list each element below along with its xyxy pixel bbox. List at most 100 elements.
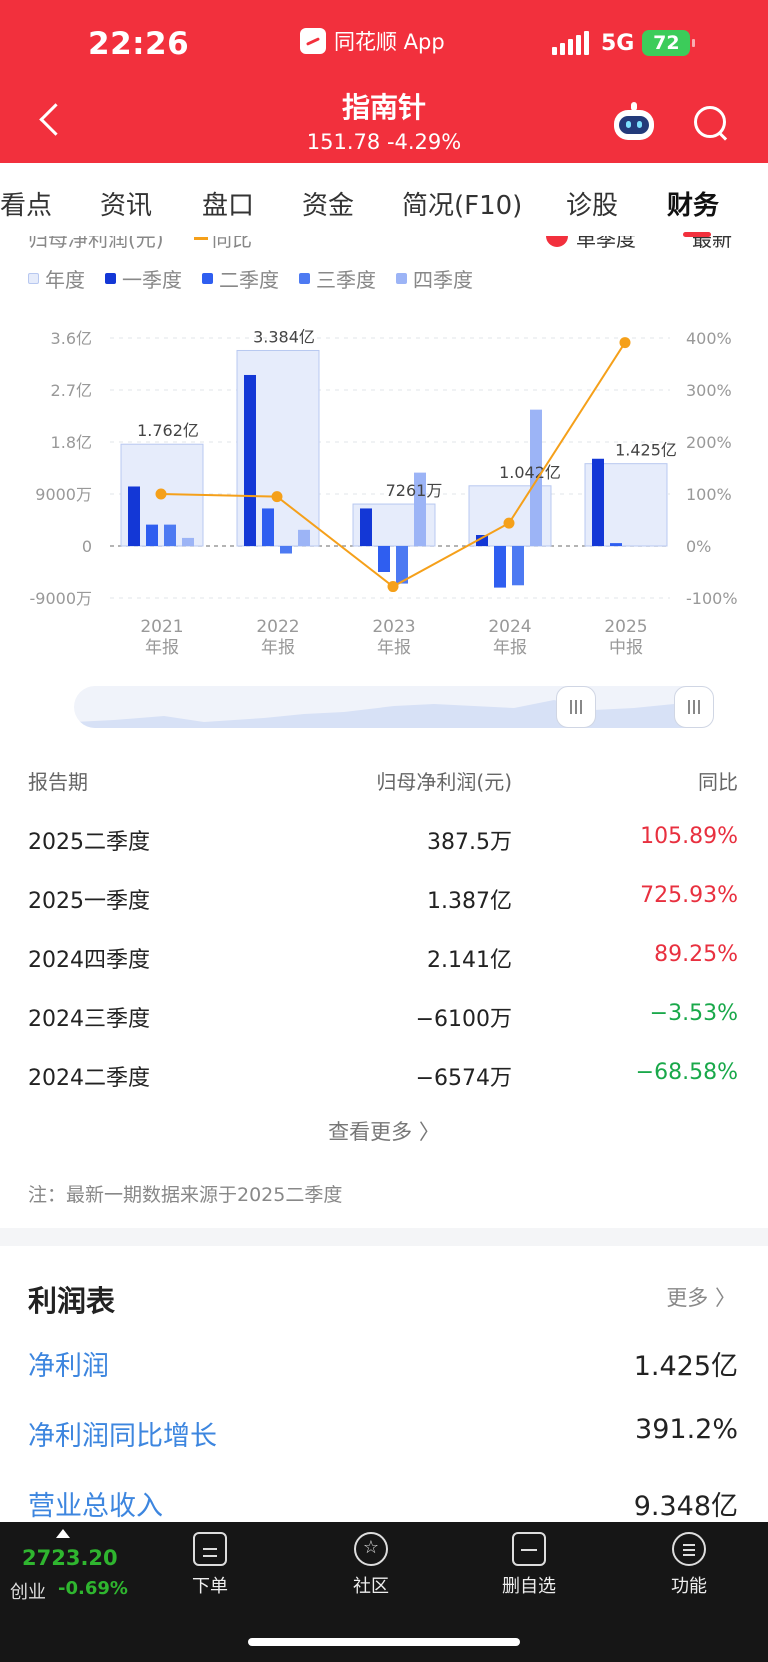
app-header: 22:26 同花顺 App 5G 72 指南针 151.78 -4.29% <box>0 0 768 163</box>
net-profit-chart[interactable]: 3.6亿 2.7亿 1.8亿 9000万 0 -9000万 400% 300% 200% 100%… <box>0 300 768 660</box>
legend-item-q2[interactable]: 二季度 <box>202 264 279 293</box>
table-row[interactable]: 2024二季度 −6574万 −68.58% <box>0 1060 768 1119</box>
quarter-bar <box>128 486 140 546</box>
yoy-point <box>387 581 399 593</box>
table-row[interactable]: 2025二季度 387.5万 105.89% <box>0 824 768 883</box>
index-value[interactable]: 2723.20 <box>22 1546 118 1570</box>
active-tab-indicator <box>683 232 711 237</box>
quarter-bar <box>182 537 194 546</box>
table-row[interactable]: 2024三季度 −6100万 −3.53% <box>0 1001 768 1060</box>
x-axis-tick-kind: 年报 <box>145 638 179 658</box>
range-slider[interactable] <box>74 686 714 728</box>
legend-item-q3[interactable]: 三季度 <box>299 264 376 293</box>
profit-cell: 2.141亿 <box>427 948 512 973</box>
right-axis-tick: 100% <box>686 485 732 504</box>
legend-label: 二季度 <box>219 268 279 292</box>
home-indicator[interactable] <box>248 1638 520 1646</box>
search-icon[interactable] <box>692 104 730 142</box>
battery-icon: 72 <box>642 30 696 56</box>
x-axis-tick-year: 2023 <box>372 617 415 637</box>
profit-cell: 1.387亿 <box>427 889 512 914</box>
legend-yoy: 同比 <box>212 236 252 251</box>
quarter-bar <box>592 458 604 546</box>
profit-item-value: 1.425亿 <box>633 1351 738 1382</box>
yoy-cell: 105.89% <box>640 824 738 849</box>
robot-assistant-icon[interactable] <box>610 100 658 142</box>
annual-data-label: 7261万 <box>386 481 443 500</box>
table-row[interactable]: 2025一季度 1.387亿 725.93% <box>0 883 768 942</box>
yoy-cell: −3.53% <box>649 1001 738 1026</box>
profit-item-label: 净利润 <box>28 1351 109 1382</box>
quarter-bar <box>146 524 158 546</box>
latest-dropdown[interactable]: 最新 <box>692 236 732 251</box>
annual-data-label: 1.425亿 <box>615 441 677 460</box>
yoy-point <box>155 488 167 500</box>
tab-orderbook[interactable]: 盘口 <box>202 191 255 221</box>
quarter-bar <box>610 543 622 546</box>
signal-icon <box>552 31 589 55</box>
check-icon[interactable] <box>546 236 568 247</box>
right-axis-tick: 200% <box>686 433 732 452</box>
legend-item-q1[interactable]: 一季度 <box>105 264 182 293</box>
yoy-cell: −68.58% <box>635 1060 738 1085</box>
yoy-line-swatch <box>194 237 208 240</box>
tab-capital[interactable]: 资金 <box>302 191 355 221</box>
index-name: 创业 <box>10 1582 46 1603</box>
x-axis-tick-kind: 年报 <box>493 638 527 658</box>
legend-swatch <box>396 273 407 284</box>
left-axis-tick: 3.6亿 <box>51 329 92 348</box>
legend-label: 年度 <box>45 268 85 292</box>
right-axis-tick: 400% <box>686 329 732 348</box>
legend-metric: 归母净利润(元) <box>28 236 164 251</box>
quarter-bar <box>262 508 274 546</box>
quarter-bar <box>378 546 390 572</box>
table-header-yoy: 同比 <box>698 770 738 794</box>
expand-arrow-icon[interactable] <box>56 1529 70 1538</box>
legend-swatch <box>202 273 213 284</box>
section-divider <box>0 1228 768 1246</box>
tab-highlights[interactable]: 看点 <box>0 191 53 221</box>
functions-button[interactable]: 功能 <box>634 1532 744 1598</box>
legend-item-q4[interactable]: 四季度 <box>396 264 473 293</box>
app-logo-icon <box>300 28 326 54</box>
view-more-link[interactable]: 查看更多 〉 <box>328 1120 440 1144</box>
legend-label: 四季度 <box>413 268 473 292</box>
yoy-point <box>271 491 283 503</box>
order-button[interactable]: 下单 <box>155 1532 265 1598</box>
quarter-bar <box>280 546 292 554</box>
yoy-point <box>619 337 631 349</box>
x-axis-tick-year: 2025 <box>604 617 647 637</box>
quarter-bar <box>494 546 506 588</box>
remove-watchlist-label: 删自选 <box>502 1576 556 1597</box>
network-label: 5G <box>601 30 635 56</box>
x-axis-tick-kind: 中报 <box>609 638 643 658</box>
document-icon <box>193 1532 227 1566</box>
period-cell: 2024二季度 <box>28 1066 150 1091</box>
single-quarter-toggle[interactable]: 单季度 <box>576 236 636 251</box>
community-button[interactable]: ☆ 社区 <box>316 1532 426 1598</box>
slider-handle-right[interactable] <box>674 686 714 728</box>
profit-item-value: 9.348亿 <box>633 1491 738 1522</box>
tab-finance[interactable]: 财务 <box>667 191 720 221</box>
table-header-profit: 归母净利润(元) <box>376 770 512 794</box>
quarter-bar <box>244 374 256 546</box>
period-cell: 2024三季度 <box>28 1007 150 1032</box>
slider-handle-left[interactable] <box>556 686 596 728</box>
table-row[interactable]: 2024四季度 2.141亿 89.25% <box>0 942 768 1001</box>
tab-f10[interactable]: 简况(F10) <box>402 191 523 221</box>
tab-news[interactable]: 资讯 <box>100 191 153 221</box>
profit-more-link[interactable]: 更多 〉 <box>666 1286 736 1310</box>
x-axis-tick-kind: 年报 <box>377 638 411 658</box>
legend-item-annual[interactable]: 年度 <box>28 264 85 293</box>
data-source-note: 注：最新一期数据来源于2025二季度 <box>28 1184 343 1206</box>
stock-price: 151.78 <box>306 130 381 154</box>
legend-swatch <box>299 273 310 284</box>
profit-item-label: 净利润同比增长 <box>28 1421 217 1452</box>
profit-cell: −6574万 <box>415 1066 512 1091</box>
remove-watchlist-button[interactable]: 删自选 <box>474 1532 584 1598</box>
legend-label: 三季度 <box>316 268 376 292</box>
annual-data-label: 1.042亿 <box>499 463 561 482</box>
quarter-bar <box>360 508 372 546</box>
community-label: 社区 <box>353 1576 389 1597</box>
tab-diagnosis[interactable]: 诊股 <box>566 191 619 221</box>
